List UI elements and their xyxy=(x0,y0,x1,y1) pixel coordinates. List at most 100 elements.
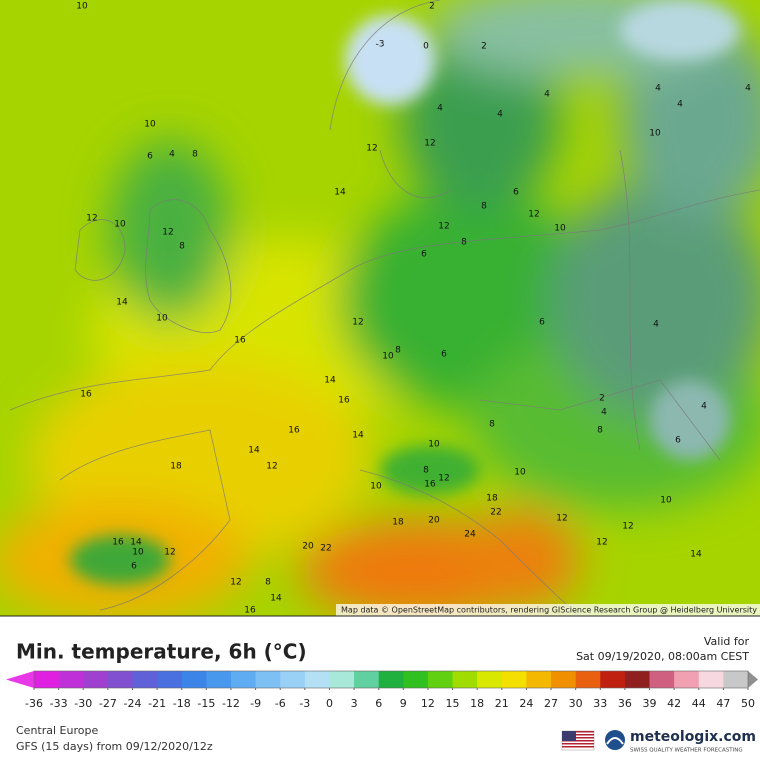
contour-label: 12 xyxy=(438,474,449,484)
colorbar-tick-label: -24 xyxy=(123,697,141,710)
contour-label: 16 xyxy=(424,480,436,490)
colorbar-tick-label: -21 xyxy=(148,697,166,710)
contour-label: 14 xyxy=(248,446,260,456)
colorbar-tick-label: 30 xyxy=(569,697,583,710)
colorbar-segment xyxy=(107,671,133,688)
colorbar-tick-label: 44 xyxy=(692,697,706,710)
contour-label: 10 xyxy=(514,468,526,478)
colorbar-tick-label: 3 xyxy=(351,697,358,710)
contour-label: 12 xyxy=(438,222,449,232)
colorbar-tick-label: 39 xyxy=(643,697,657,710)
contour-label: 8 xyxy=(423,466,429,476)
contour-label: 4 xyxy=(655,84,661,94)
colorbar-high-arrow xyxy=(748,671,758,688)
contour-label: 12 xyxy=(424,139,435,149)
contour-label: 12 xyxy=(230,578,241,588)
colorbar-segment xyxy=(723,671,749,688)
colorbar-segment xyxy=(280,671,306,688)
contour-label: 4 xyxy=(653,320,659,330)
contour-label: 18 xyxy=(486,494,498,504)
us-flag xyxy=(561,730,595,751)
colorbar-segment xyxy=(83,671,109,688)
colorbar-tick-label: 9 xyxy=(400,697,407,710)
contour-label: 6 xyxy=(675,436,681,446)
colorbar-segment xyxy=(132,671,158,688)
colorbar-segment xyxy=(477,671,503,688)
colorbar-tick-label: 15 xyxy=(446,697,460,710)
contour-label: 20 xyxy=(302,542,314,552)
colorbar-tick-label: 27 xyxy=(544,697,558,710)
contour-label: 10 xyxy=(76,2,88,12)
colorbar-tick-label: -30 xyxy=(74,697,92,710)
colorbar-segment xyxy=(403,671,429,688)
contour-label: 12 xyxy=(164,548,175,558)
contour-label: 12 xyxy=(266,462,277,472)
contour-label: 4 xyxy=(169,150,175,160)
contour-label: 6 xyxy=(131,562,137,572)
colorbar-segment xyxy=(624,671,651,688)
colorbar-segment xyxy=(452,671,478,688)
colorbar-tick-label: 12 xyxy=(421,697,435,710)
contour-label: 8 xyxy=(489,420,495,430)
colorbar-segment xyxy=(649,671,675,688)
colorbar-segment xyxy=(674,671,700,688)
contour-label: 14 xyxy=(334,188,346,198)
colorbar-tick-label: -33 xyxy=(50,697,68,710)
contour-label: 24 xyxy=(464,530,476,540)
colorbar-tick-label: -27 xyxy=(99,697,117,710)
contour-label: 12 xyxy=(596,538,607,548)
contour-label: 6 xyxy=(147,152,153,162)
contour-label: 14 xyxy=(324,376,336,386)
colorbar-segment xyxy=(526,671,552,688)
contour-label: 8 xyxy=(192,150,198,160)
colorbar-segment xyxy=(575,671,601,688)
colorbar-segment xyxy=(600,671,626,688)
contour-label: 16 xyxy=(80,390,92,400)
contour-label: 16 xyxy=(112,538,124,548)
colorbar-tick-label: 33 xyxy=(593,697,607,710)
colorbar-tick-label: 36 xyxy=(618,697,632,710)
contour-label: 6 xyxy=(441,350,447,360)
colorbar-tick-label: -36 xyxy=(25,697,43,710)
colorbar-segment xyxy=(378,671,404,688)
colorbar-tick-label: -18 xyxy=(173,697,191,710)
colorbar-segment xyxy=(157,671,183,688)
brand-tagline: SWISS QUALITY WEATHER FORECASTING xyxy=(630,748,743,754)
contour-label: 12 xyxy=(162,228,173,238)
contour-label: 12 xyxy=(352,318,363,328)
colorbar-tick-label: -3 xyxy=(299,697,310,710)
contour-label: 6 xyxy=(539,318,545,328)
colorbar-tick-label: 0 xyxy=(326,697,333,710)
contour-label: 4 xyxy=(677,100,683,110)
colorbar-segment xyxy=(181,671,207,688)
colorbar-tick-label: -15 xyxy=(197,697,215,710)
colorbar-segment xyxy=(354,671,380,688)
colorbar-low-arrow xyxy=(6,671,34,688)
map-title: Min. temperature, 6h (°C) xyxy=(16,640,307,664)
colorbar-tick-label: 24 xyxy=(519,697,533,710)
colorbar-segment xyxy=(255,671,281,688)
model-run: GFS (15 days) from 09/12/2020/12z xyxy=(16,740,213,753)
contour-label: 10 xyxy=(370,482,382,492)
contour-label: 4 xyxy=(745,84,751,94)
colorbar-tick-label: 50 xyxy=(741,697,755,710)
contour-label: 8 xyxy=(395,346,401,356)
contour-label: 22 xyxy=(490,508,501,518)
contour-label: 16 xyxy=(338,396,350,406)
contour-label: 8 xyxy=(481,202,487,212)
colorbar-tick-label: 18 xyxy=(470,697,484,710)
contour-label: 10 xyxy=(132,548,144,558)
contour-label: 12 xyxy=(366,144,377,154)
contour-label: 20 xyxy=(428,516,440,526)
colorbar-segment xyxy=(230,671,257,688)
colorbar-segment xyxy=(698,671,724,688)
colorbar-tick-label: 47 xyxy=(716,697,730,710)
contour-label: 18 xyxy=(392,518,404,528)
contour-label: 14 xyxy=(116,298,128,308)
valid-label: Valid for xyxy=(704,635,750,648)
contour-label: 12 xyxy=(528,210,539,220)
contour-label: 16 xyxy=(244,606,256,616)
colorbar-segment xyxy=(34,671,60,688)
